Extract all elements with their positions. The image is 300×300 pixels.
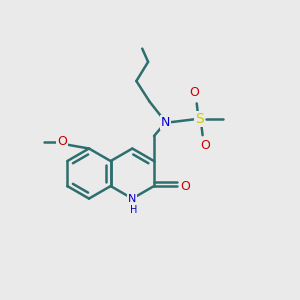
Text: N: N (128, 194, 136, 204)
Text: O: O (180, 180, 190, 193)
Text: S: S (195, 112, 204, 126)
Text: O: O (201, 139, 211, 152)
Text: O: O (189, 86, 199, 99)
Text: N: N (161, 116, 170, 129)
Text: O: O (58, 135, 67, 148)
Text: H: H (130, 205, 137, 215)
